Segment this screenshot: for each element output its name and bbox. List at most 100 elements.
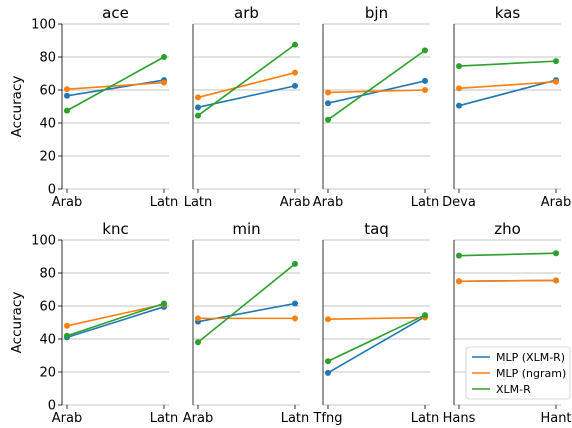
panel-knc: 0 20 40 60 80 100 Accuracy Arab Latn knc [9,220,178,426]
x-tick-label: Arab [541,195,571,210]
data-point [292,260,298,267]
series-line [66,302,165,337]
data-point [195,104,201,111]
series-line [197,263,296,343]
series-line [66,303,165,327]
y-tick-label: 40 [39,117,56,132]
x-tick-label: Latn [281,411,310,426]
y-tick-label: 0 [48,183,56,198]
data-point [553,58,559,65]
panel-zho: Hans Hant zho [443,220,572,426]
legend: MLP (XLM-R) MLP (ngram) XLM-R [465,346,571,400]
panel-title: bjn [365,4,388,22]
series-line [66,306,165,339]
x-tick-label: Latn [411,195,440,210]
data-point [456,252,462,259]
legend-label: XLM-R [496,383,531,396]
panel-ace: 0 20 40 60 80 100 Accuracy Arab Latn ace [9,4,178,210]
series-line [66,56,165,112]
panel-kas: Deva Arab kas [442,4,571,210]
series-line [458,79,557,107]
data-point [292,315,298,322]
y-axis-label: Accuracy [9,76,25,138]
panel-taq: Tfng Latn taq [312,220,439,426]
x-tick-label: Latn [411,411,440,426]
data-point [553,277,559,284]
x-tick-label: Arab [313,195,343,210]
panel-title: arb [234,4,259,22]
data-point [553,78,559,85]
series-line [458,80,557,90]
data-point [422,87,428,93]
x-tick-label: Deva [442,195,476,210]
data-point [64,322,70,329]
panel-title: taq [364,220,389,238]
data-point [161,79,167,86]
x-tick-label: Arab [52,411,82,426]
legend-label: MLP (XLM-R) [496,351,565,364]
y-tick-label: 20 [39,366,56,381]
y-tick-label: 100 [31,18,56,33]
data-point [553,250,559,257]
series-line [327,314,426,362]
x-tick-label: Arab [183,411,213,426]
x-tick-label: Latn [150,195,179,210]
data-point [325,316,331,323]
x-tick-label: Latn [184,195,213,210]
data-point [422,77,428,84]
y-tick-label: 80 [39,51,56,66]
legend-label: MLP (ngram) [496,367,566,380]
panel-arb: Latn Arab arb [184,4,311,210]
x-tick-label: Hant [540,411,571,426]
series-line [327,316,426,320]
data-point [64,107,70,114]
data-point [456,102,462,109]
panel-title: min [232,220,260,238]
data-point [325,116,331,123]
data-point [64,92,70,99]
data-point [325,100,331,107]
data-point [161,54,167,60]
y-tick-label: 20 [39,150,56,165]
data-point [292,69,298,76]
data-point [195,94,201,101]
data-point [325,358,331,365]
series-line [66,79,165,97]
y-tick-label: 80 [39,267,56,282]
data-point [64,332,70,339]
data-point [456,63,462,70]
series-line [197,43,296,117]
series-line [197,71,296,99]
panel-min: Arab Latn min [183,220,310,426]
series-line [458,252,557,257]
data-point [422,312,428,319]
data-point [292,82,298,89]
panel-title: kas [495,4,521,22]
series-line [327,89,426,94]
data-point [195,112,201,119]
y-tick-label: 40 [39,333,56,348]
y-axis-label: Accuracy [9,292,25,354]
panel-title: knc [102,220,128,238]
x-tick-label: Tfng [312,411,342,426]
series-line [327,80,426,104]
x-tick-label: Arab [280,195,310,210]
y-tick-label: 60 [39,300,56,315]
series-line [327,49,426,121]
data-point [325,89,331,96]
panel-bjn: Arab Latn bjn [313,4,440,210]
series-line [458,279,557,283]
series-line [327,316,426,374]
data-point [422,47,428,54]
data-point [161,300,167,307]
x-tick-label: Latn [150,411,179,426]
data-point [195,339,201,346]
y-tick-label: 60 [39,84,56,99]
data-point [456,278,462,285]
series-line [66,81,165,90]
data-point [64,86,70,93]
data-point [195,315,201,322]
data-point [292,41,298,48]
legend-box [465,346,571,400]
